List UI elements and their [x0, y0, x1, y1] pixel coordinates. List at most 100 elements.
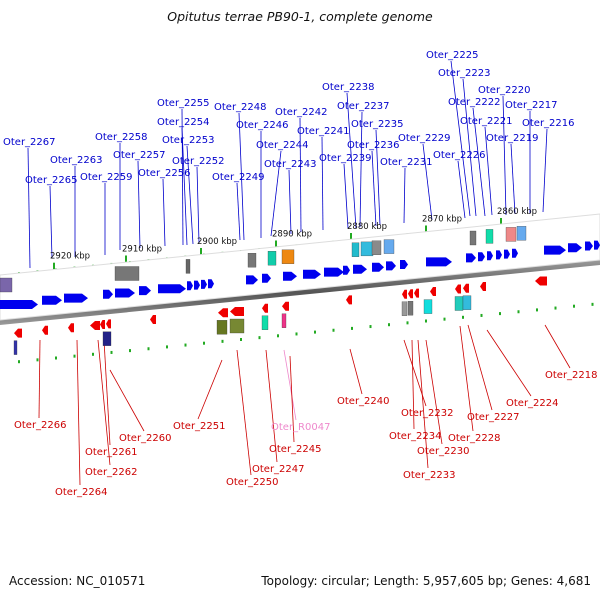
leader-line [270, 150, 282, 237]
major-tick [125, 255, 127, 264]
leader-line [486, 329, 532, 397]
tick-mark [443, 317, 446, 321]
tick-mark [573, 304, 575, 308]
reverse-gene-arrow [68, 323, 74, 333]
feature-block [267, 251, 277, 266]
forward-gene-label: Oter_2258 [95, 132, 148, 143]
reverse-gene-arrow [14, 328, 22, 338]
forward-gene-label: Oter_2248 [214, 102, 267, 113]
forward-gene-arrow [0, 300, 38, 309]
forward-gene-arrow [504, 249, 510, 259]
tick-mark [425, 319, 427, 323]
reverse-gene-arrow [90, 321, 100, 330]
feature-block [485, 229, 494, 244]
reverse-gene-label: Oter_2261 [85, 447, 138, 458]
tick-mark [184, 343, 187, 347]
forward-gene-arrow [372, 262, 384, 272]
genome-summary-text: Topology: circular; Length: 5,957,605 bp… [261, 574, 591, 588]
leader-line [321, 136, 324, 231]
leader-line [196, 166, 200, 244]
forward-gene-label: Oter_2253 [162, 135, 215, 146]
leader-line [181, 127, 188, 246]
leader-line [343, 163, 349, 229]
tick-mark [36, 358, 39, 362]
leader-line [371, 150, 377, 227]
tick-mark [110, 350, 113, 354]
tick-mark [166, 345, 168, 349]
reverse-gene-label: Oter_2245 [269, 444, 322, 455]
reverse-gene-label: Oter_2234 [389, 431, 442, 442]
major-tick [200, 248, 202, 256]
kbp-tick-label: 2900 kbp [197, 237, 237, 247]
tick-mark [314, 330, 316, 334]
forward-gene-arrow [512, 248, 518, 258]
tick-mark [591, 302, 594, 306]
feature-block [102, 331, 112, 346]
leader-line [450, 60, 471, 217]
leader-line [97, 339, 111, 466]
forward-gene-label: Oter_2249 [212, 172, 265, 183]
tick-mark [462, 315, 464, 319]
forward-gene-arrow [478, 252, 485, 262]
feature-block [281, 313, 287, 328]
reverse-gene-label: Oter_2240 [337, 396, 390, 407]
kbp-tick-label: 2920 kbp [50, 252, 90, 262]
forward-gene-label: Oter_2256 [138, 168, 191, 179]
forward-gene-arrow [246, 275, 258, 285]
reverse-gene-arrow [463, 283, 469, 293]
forward-gene-label: Oter_2237 [337, 101, 390, 112]
leader-line [544, 324, 571, 369]
feature-block [351, 242, 360, 257]
forward-gene-label: Oter_2257 [113, 150, 166, 161]
forward-gene-label: Oter_2239 [319, 153, 372, 164]
tick-mark [73, 354, 76, 358]
leader-line [375, 129, 381, 226]
tick-mark [277, 334, 279, 338]
tick-mark [18, 360, 20, 364]
forward-gene-arrow [103, 289, 113, 299]
forward-gene-arrow [585, 241, 593, 251]
feature-block [0, 277, 13, 293]
forward-gene-arrow [64, 293, 88, 303]
reverse-gene-label: Oter_2266 [14, 420, 67, 431]
forward-gene-label: Oter_2246 [236, 120, 289, 131]
forward-gene-label: Oter_2241 [297, 126, 350, 137]
forward-gene-arrow [158, 284, 186, 294]
reverse-gene-label: Oter_2227 [467, 412, 520, 423]
leader-line [346, 92, 357, 229]
reverse-gene-arrow [218, 308, 228, 318]
feature-block [423, 299, 433, 314]
forward-gene-label: Oter_2229 [398, 133, 451, 144]
forward-gene-label: Oter_2225 [426, 50, 479, 61]
reverse-gene-label: Oter_2228 [448, 433, 501, 444]
leader-line [27, 147, 31, 269]
tick-mark [147, 347, 150, 351]
forward-gene-label: Oter_2231 [380, 157, 433, 168]
reverse-gene-label: Oter_2247 [252, 464, 305, 475]
forward-gene-label: Oter_2242 [275, 107, 328, 118]
forward-gene-arrow [568, 243, 582, 253]
feature-block [371, 240, 382, 255]
leader-line [186, 145, 194, 245]
forward-gene-arrow [400, 260, 408, 269]
leader-line [103, 339, 111, 446]
forward-gene-label: Oter_2254 [157, 117, 210, 128]
genome-backbone [0, 260, 600, 325]
reverse-gene-arrow [455, 284, 461, 294]
leader-line [484, 126, 493, 216]
leader-line [472, 107, 486, 217]
reverse-gene-arrow [150, 315, 156, 324]
leader-line [417, 339, 429, 469]
leader-line [359, 111, 363, 228]
reverse-gene-arrow [230, 307, 244, 316]
reverse-gene-arrow [480, 282, 486, 291]
leader-line [265, 349, 278, 463]
leader-line [299, 117, 302, 233]
feature-block [114, 266, 140, 281]
leader-line [422, 143, 433, 221]
map-title: Opitutus terrae PB90-1, complete genome [167, 9, 433, 24]
forward-gene-arrow [487, 251, 493, 261]
forward-gene-arrow [353, 264, 367, 274]
reverse-gene-arrow [430, 287, 436, 296]
accession-text: Accession: NC_010571 [9, 574, 146, 588]
